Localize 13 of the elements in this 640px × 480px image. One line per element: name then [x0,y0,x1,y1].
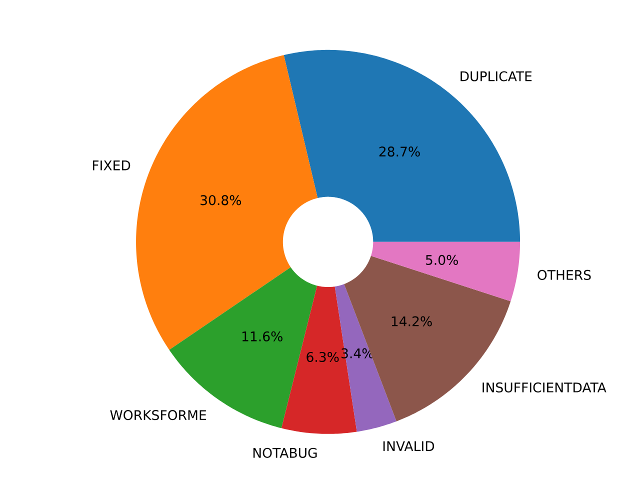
slice-label: INVALID [383,441,434,451]
data-label: 30.8% [200,195,242,206]
slice-label: INSUFFICIENTDATA [482,382,606,392]
data-label: 11.6% [242,331,282,342]
data-label: 28.7% [379,146,420,157]
data-label: 14.2% [392,316,432,326]
slice-label: OTHERS [538,270,591,280]
slice-label: WORKSFORME [110,410,206,420]
data-label: 5.0% [426,254,458,265]
slice-label: DUPLICATE [460,71,532,82]
slice-label: FIXED [92,160,130,170]
data-label: 6.3% [306,352,339,362]
slice-label: NOTABUG [253,448,317,458]
